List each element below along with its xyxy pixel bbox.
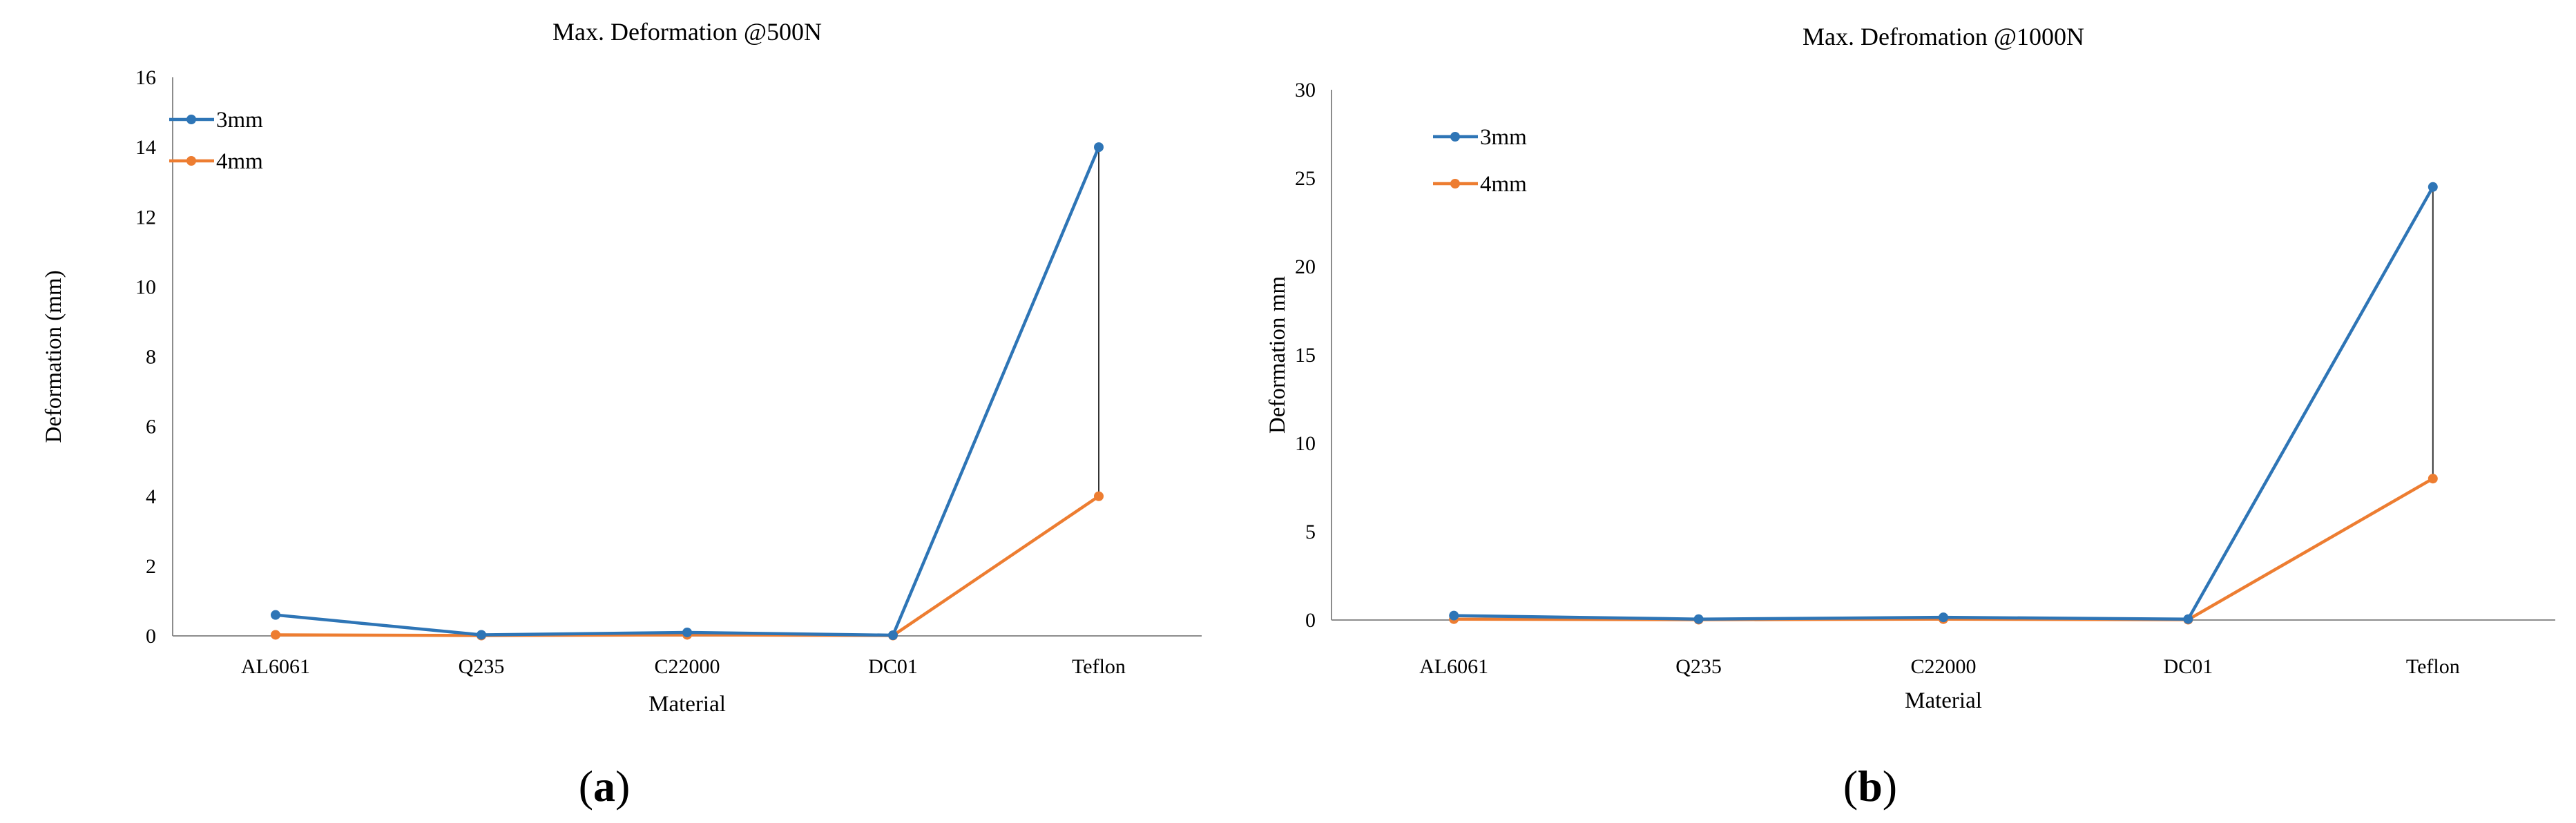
chart-b-y-ticks: 0 5 10 15 20 25 30 [1295, 79, 1316, 632]
chart-b-title: Max. Defromation @1000N [1803, 23, 2084, 50]
chart-b-x-ticks: AL6061 Q235 C22000 DC01 Teflon [1419, 655, 2460, 678]
x-tick-label: Teflon [2406, 655, 2460, 678]
x-tick-label: C22000 [654, 655, 720, 678]
data-point-3mm [2428, 182, 2438, 192]
series-line-3mm [1454, 186, 2434, 621]
chart-a-x-ticks: AL6061 Q235 C22000 DC01 Teflon [241, 655, 1126, 678]
legend-label: 4mm [1480, 172, 1527, 197]
y-tick-label: 14 [135, 136, 156, 159]
series-line-4mm [1454, 477, 2434, 621]
data-point-3mm [2183, 614, 2193, 624]
x-tick-label: DC01 [2164, 655, 2213, 678]
data-point-4mm [271, 630, 280, 640]
y-tick-label: 6 [146, 416, 156, 438]
data-point-3mm [1449, 610, 1459, 621]
y-tick-label: 2 [146, 555, 156, 578]
x-tick-label: DC01 [868, 655, 918, 678]
y-tick-label: 16 [135, 66, 156, 89]
data-point-3mm [1693, 614, 1704, 624]
y-tick-label: 0 [146, 625, 156, 648]
chart-a-y-label: Deformation (mm) [41, 270, 66, 443]
x-tick-label: AL6061 [1419, 655, 1488, 678]
x-tick-label: Q235 [1675, 655, 1722, 678]
y-tick-label: 30 [1295, 79, 1316, 101]
panel-letter: a [593, 762, 615, 811]
data-point-3mm [477, 630, 486, 640]
panel-letter: b [1858, 762, 1883, 811]
chart-a-legend: 3mm 4mm [169, 108, 263, 174]
chart-b-x-label: Material [1905, 688, 1982, 713]
chart-a-x-label: Material [648, 692, 726, 717]
chart-a-panel-label: (a) [579, 762, 631, 811]
data-point-3mm [1939, 612, 1948, 623]
chart-b-y-label: Deformation mm [1265, 276, 1290, 434]
data-point-4mm [1094, 491, 1104, 501]
legend-marker-3mm [1450, 132, 1460, 142]
y-tick-label: 10 [1295, 432, 1316, 455]
data-point-3mm [682, 627, 692, 637]
chart-a-title: Max. Deformation @500N [552, 18, 822, 46]
data-point-4mm [2428, 474, 2438, 484]
y-tick-label: 10 [135, 275, 156, 298]
y-tick-label: 0 [1305, 609, 1316, 632]
legend-marker-3mm [186, 115, 196, 124]
y-tick-label: 15 [1295, 344, 1316, 367]
y-tick-label: 5 [1305, 521, 1316, 543]
chart-b-legend: 3mm 4mm [1433, 125, 1527, 197]
chart-b-panel-label: (b) [1843, 762, 1897, 811]
x-tick-label: Q235 [459, 655, 505, 678]
y-tick-label: 20 [1295, 255, 1316, 278]
series-line-4mm [275, 494, 1100, 637]
legend-label: 3mm [216, 108, 263, 133]
data-point-3mm [1094, 142, 1104, 153]
chart-b-series [1449, 182, 2438, 625]
y-tick-label: 12 [135, 206, 156, 229]
data-point-3mm [271, 610, 280, 620]
y-tick-label: 4 [146, 485, 156, 508]
chart-a: Max. Deformation @500N 0 2 4 6 8 10 12 14 16 AL6… [41, 18, 1202, 811]
legend-label: 4mm [216, 149, 263, 174]
x-tick-label: AL6061 [241, 655, 310, 678]
x-tick-label: Teflon [1072, 655, 1126, 678]
chart-a-y-ticks: 0 2 4 6 8 10 12 14 16 [135, 66, 156, 648]
legend-label: 3mm [1480, 125, 1527, 150]
y-tick-label: 8 [146, 346, 156, 369]
data-point-3mm [888, 630, 898, 640]
y-tick-label: 25 [1295, 167, 1316, 190]
legend-marker-4mm [1450, 179, 1460, 188]
x-tick-label: C22000 [1910, 655, 1976, 678]
series-line-3mm [275, 146, 1101, 637]
chart-a-series [271, 142, 1104, 641]
chart-b: Max. Defromation @1000N 0 5 10 15 20 25 30 AL6… [1265, 23, 2555, 811]
legend-marker-4mm [186, 156, 196, 166]
